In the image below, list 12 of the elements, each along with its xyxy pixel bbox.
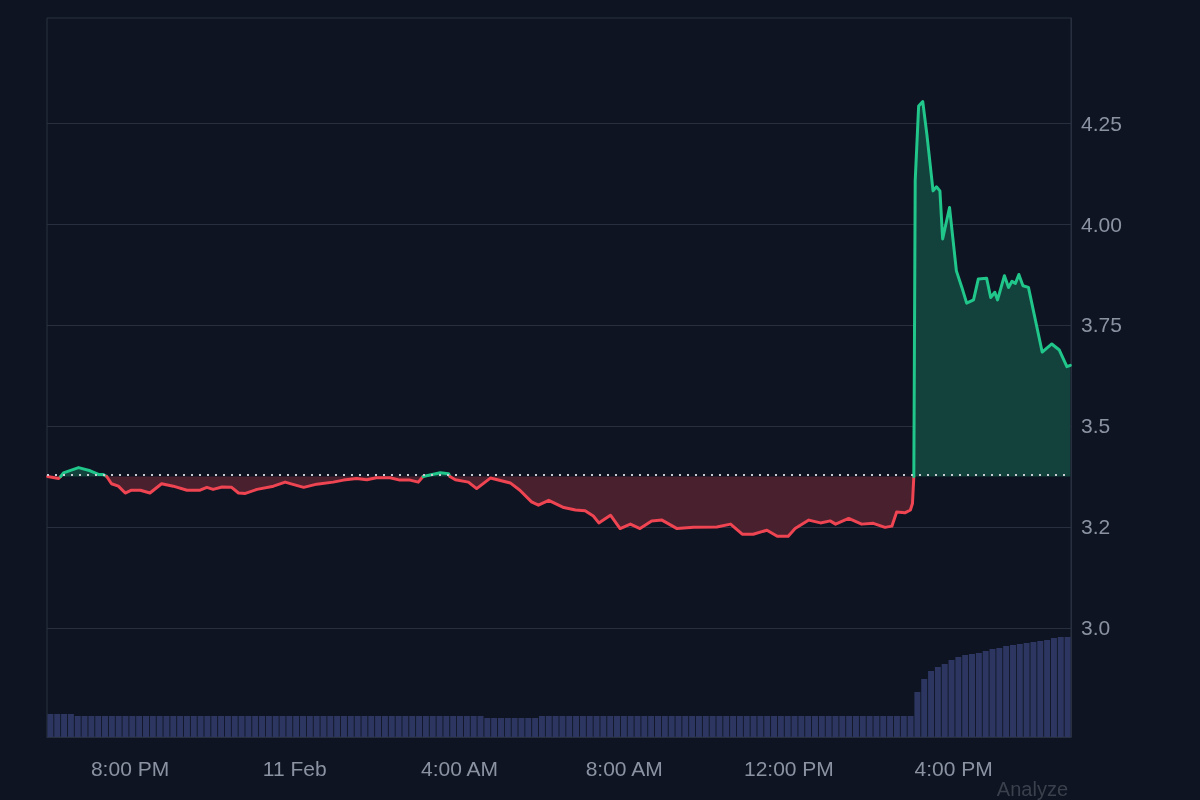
x-tick-label: 4:00 AM <box>420 757 499 780</box>
x-tick-label: 8:00 PM <box>90 757 170 780</box>
x-tick-label: 11 Feb <box>262 757 327 780</box>
y-tick-label: 3.5 <box>1081 414 1111 438</box>
x-tick-label: 4:00 PM <box>914 757 993 780</box>
y-tick-label: 4.00 <box>1081 212 1122 236</box>
x-tick-label: 12:00 PM <box>743 757 834 780</box>
y-tick-label: 3.75 <box>1081 313 1122 337</box>
y-tick-label: 3.2 <box>1081 515 1111 539</box>
y-tick-label: 4.25 <box>1081 111 1122 135</box>
x-tick-label: 8:00 AM <box>585 757 663 780</box>
y-tick-label: 3.0 <box>1081 616 1111 640</box>
